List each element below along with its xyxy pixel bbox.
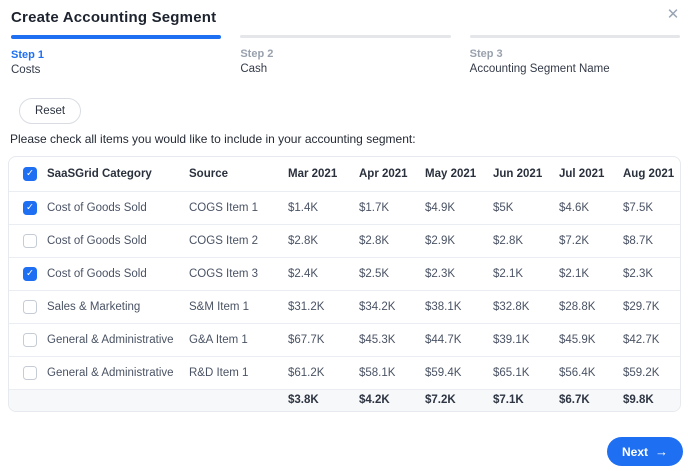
table-totals-row: $3.8K $4.2K $7.2K $7.1K $6.7K $9.8K — [9, 388, 680, 411]
value-cell: $44.7K — [425, 322, 493, 356]
value-cell: $32.8K — [493, 289, 559, 323]
step-1: Step 1 Costs — [11, 35, 222, 76]
step-1-progress-bar — [11, 35, 222, 39]
table-header-row: SaaSGrid Category Source Mar 2021 Apr 20… — [9, 157, 680, 191]
value-cell: $58.1K — [359, 355, 425, 389]
total-cell: $3.8K — [288, 388, 359, 411]
step-3-progress-bar — [469, 35, 680, 38]
value-cell: $45.9K — [559, 322, 623, 356]
modal-title: Create Accounting Segment — [11, 9, 217, 26]
step-2-progress-bar — [240, 35, 451, 38]
category-cell: General & Administrative — [47, 322, 189, 356]
row-checkbox[interactable] — [23, 332, 37, 347]
column-header-apr-2021: Apr 2021 — [359, 167, 408, 180]
total-cell: $7.1K — [493, 388, 559, 411]
column-header-aug-2021: Aug 2021 — [623, 167, 675, 180]
column-header-may-2021: May 2021 — [425, 167, 477, 180]
value-cell: $2.8K — [493, 223, 559, 257]
value-cell: $4.6K — [559, 190, 623, 224]
next-button[interactable]: Next → — [606, 437, 683, 466]
value-cell: $28.8K — [559, 289, 623, 323]
value-cell: $45.3K — [359, 322, 425, 356]
total-cell: $7.2K — [425, 388, 493, 411]
column-header-category: SaaSGrid Category — [47, 167, 152, 180]
total-cell: $9.8K — [623, 388, 680, 411]
table-row: Cost of Goods Sold COGS Item 1 $1.4K $1.… — [9, 190, 680, 224]
step-1-name: Costs — [11, 64, 41, 76]
column-header-source: Source — [189, 167, 228, 180]
table-row: General & Administrative R&D Item 1 $61.… — [9, 355, 680, 389]
value-cell: $2.9K — [425, 223, 493, 257]
value-cell: $1.4K — [288, 190, 359, 224]
next-button-label: Next — [621, 444, 648, 459]
value-cell: $67.7K — [288, 322, 359, 356]
row-checkbox[interactable] — [23, 365, 37, 380]
value-cell: $2.4K — [288, 256, 359, 290]
source-cell: COGS Item 2 — [189, 223, 288, 257]
value-cell: $1.7K — [359, 190, 425, 224]
value-cell: $2.8K — [288, 223, 359, 257]
row-checkbox[interactable] — [23, 200, 37, 215]
category-cell: General & Administrative — [47, 355, 189, 389]
row-checkbox[interactable] — [23, 233, 37, 248]
step-2: Step 2 Cash — [240, 35, 451, 76]
close-button[interactable]: ✕ — [660, 1, 686, 27]
source-cell: COGS Item 3 — [189, 256, 288, 290]
value-cell: $8.7K — [623, 223, 680, 257]
close-icon: ✕ — [666, 5, 680, 23]
value-cell: $29.7K — [623, 289, 680, 323]
step-1-label: Step 1 — [11, 49, 45, 61]
value-cell: $31.2K — [288, 289, 359, 323]
source-cell: COGS Item 1 — [189, 190, 288, 224]
value-cell: $7.5K — [623, 190, 680, 224]
category-cell: Sales & Marketing — [47, 289, 189, 323]
value-cell: $39.1K — [493, 322, 559, 356]
value-cell: $2.8K — [359, 223, 425, 257]
table-row: Sales & Marketing S&M Item 1 $31.2K $34.… — [9, 289, 680, 323]
items-table: SaaSGrid Category Source Mar 2021 Apr 20… — [8, 156, 681, 412]
row-checkbox[interactable] — [23, 299, 37, 314]
step-3: Step 3 Accounting Segment Name — [469, 35, 680, 76]
total-cell: $6.7K — [559, 388, 623, 411]
value-cell: $2.5K — [359, 256, 425, 290]
step-3-label: Step 3 — [469, 48, 503, 60]
category-cell: Cost of Goods Sold — [47, 223, 189, 257]
value-cell: $59.4K — [425, 355, 493, 389]
step-2-label: Step 2 — [240, 48, 274, 60]
category-cell: Cost of Goods Sold — [47, 256, 189, 290]
select-all-checkbox[interactable] — [23, 166, 37, 181]
value-cell: $56.4K — [559, 355, 623, 389]
source-cell: G&A Item 1 — [189, 322, 288, 356]
value-cell: $7.2K — [559, 223, 623, 257]
step-progress: Step 1 Costs Step 2 Cash Step 3 Accounti… — [11, 35, 680, 76]
total-cell: $4.2K — [359, 388, 425, 411]
value-cell: $4.9K — [425, 190, 493, 224]
value-cell: $2.1K — [559, 256, 623, 290]
step-2-name: Cash — [240, 63, 268, 75]
value-cell: $65.1K — [493, 355, 559, 389]
value-cell: $5K — [493, 190, 559, 224]
table-row: Cost of Goods Sold COGS Item 3 $2.4K $2.… — [9, 256, 680, 290]
instruction-text: Please check all items you would like to… — [10, 132, 416, 146]
value-cell: $59.2K — [623, 355, 680, 389]
table-row: General & Administrative G&A Item 1 $67.… — [9, 322, 680, 356]
value-cell: $2.1K — [493, 256, 559, 290]
row-checkbox[interactable] — [23, 266, 37, 281]
value-cell: $38.1K — [425, 289, 493, 323]
value-cell: $2.3K — [623, 256, 680, 290]
source-cell: R&D Item 1 — [189, 355, 288, 389]
column-header-jun-2021: Jun 2021 — [493, 167, 543, 180]
reset-button[interactable]: Reset — [19, 98, 82, 124]
column-header-jul-2021: Jul 2021 — [559, 167, 605, 180]
step-3-name: Accounting Segment Name — [469, 63, 610, 75]
source-cell: S&M Item 1 — [189, 289, 288, 323]
value-cell: $2.3K — [425, 256, 493, 290]
value-cell: $61.2K — [288, 355, 359, 389]
arrow-right-icon: → — [655, 444, 668, 459]
value-cell: $34.2K — [359, 289, 425, 323]
column-header-mar-2021: Mar 2021 — [288, 167, 338, 180]
table-row: Cost of Goods Sold COGS Item 2 $2.8K $2.… — [9, 223, 680, 257]
category-cell: Cost of Goods Sold — [47, 190, 189, 224]
value-cell: $42.7K — [623, 322, 680, 356]
